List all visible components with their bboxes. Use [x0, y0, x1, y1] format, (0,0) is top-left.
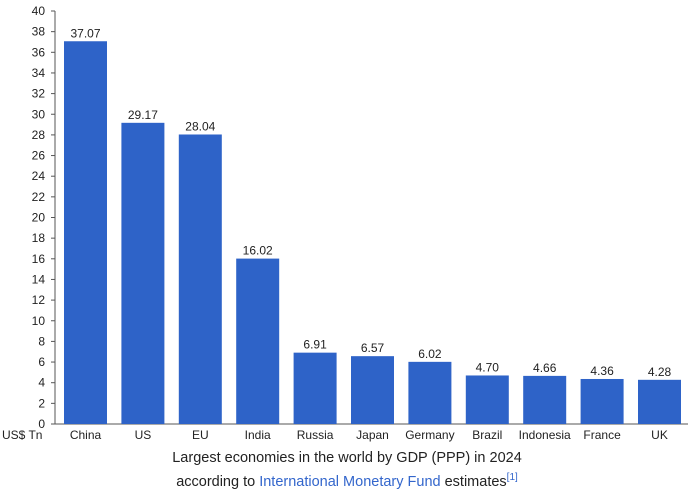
y-tick-label: 32: [32, 87, 46, 101]
y-tick-label: 28: [32, 128, 46, 142]
bar-china: [64, 41, 107, 424]
value-label: 4.66: [533, 361, 557, 375]
x-tick-label: Germany: [405, 428, 454, 442]
value-label: 28.04: [185, 119, 215, 133]
x-tick-label: UK: [651, 428, 668, 442]
bar-brazil: [465, 375, 509, 424]
y-tick-label: 12: [32, 293, 46, 307]
y-tick-label: 38: [32, 25, 46, 39]
imf-link[interactable]: International Monetary Fund: [259, 473, 441, 490]
x-tick-label: US: [135, 428, 152, 442]
x-axis-labels: China US EU India Russia Japan Germany Brazil In…: [70, 428, 668, 442]
y-tick-label: 2: [38, 396, 45, 410]
chart-caption-line2: according to International Monetary Fund…: [0, 472, 694, 490]
bar-germany: [408, 361, 452, 424]
x-tick-label: India: [245, 428, 271, 442]
y-axis-unit-label: US$ Tn: [2, 428, 42, 442]
x-tick-label: Indonesia: [519, 428, 571, 442]
bars: [64, 41, 681, 424]
x-tick-label: Brazil: [472, 428, 502, 442]
y-tick-label: 34: [32, 66, 46, 80]
y-tick-label: 6: [38, 355, 45, 369]
x-tick-label: Russia: [297, 428, 334, 442]
y-tick-label: 8: [38, 334, 45, 348]
y-tick-label: 36: [32, 45, 46, 59]
y-tick-label: 4: [38, 376, 45, 390]
x-tick-label: EU: [192, 428, 209, 442]
y-tick-label: 20: [32, 211, 46, 225]
y-tick-label: 40: [32, 4, 46, 18]
y-tick-label: 16: [32, 252, 46, 266]
value-label: 4.70: [476, 360, 500, 374]
y-tick-label: 18: [32, 231, 46, 245]
x-tick-label: China: [70, 428, 102, 442]
value-label: 29.17: [128, 108, 158, 122]
bar-us: [121, 122, 165, 424]
y-tick-label: 30: [32, 107, 46, 121]
value-label: 6.57: [361, 341, 385, 355]
caption-suffix: estimates: [440, 473, 507, 490]
caption-prefix: according to: [176, 473, 260, 490]
value-label: 6.91: [303, 338, 327, 352]
value-labels: 37.07 29.17 28.04 16.02 6.91 6.57 6.02 4.70 4.66…: [70, 26, 671, 379]
bar-india: [236, 258, 280, 424]
y-tick-label: 24: [32, 169, 46, 183]
bar-japan: [351, 356, 394, 424]
bar-russia: [293, 352, 337, 424]
x-tick-label: Japan: [356, 428, 389, 442]
y-tick-label: 10: [32, 314, 46, 328]
value-label: 37.07: [70, 26, 100, 40]
x-tick-label: France: [583, 428, 621, 442]
value-label: 16.02: [243, 244, 273, 258]
y-tick-label: 14: [32, 272, 46, 286]
y-tick-label: 26: [32, 149, 46, 163]
value-label: 4.36: [590, 364, 614, 378]
chart-caption-line1: Largest economies in the world by GDP (P…: [172, 450, 522, 466]
value-label: 4.28: [648, 365, 672, 379]
value-label: 6.02: [418, 347, 442, 361]
y-tick-label: 0: [38, 417, 45, 431]
bar-indonesia: [523, 375, 567, 424]
bar-eu: [178, 134, 222, 424]
bar-uk: [638, 379, 681, 424]
y-tick-label: 22: [32, 190, 46, 204]
footnote-link[interactable]: [1]: [506, 472, 518, 483]
bar-france: [580, 378, 624, 424]
